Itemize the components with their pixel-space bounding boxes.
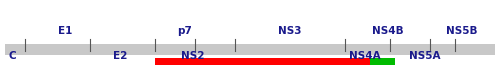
Text: NS4B: NS4B bbox=[372, 26, 404, 36]
Text: NS4A: NS4A bbox=[349, 51, 381, 61]
Text: C: C bbox=[8, 51, 16, 61]
Text: NS5B: NS5B bbox=[446, 26, 478, 36]
FancyBboxPatch shape bbox=[155, 58, 370, 65]
Text: NS5A: NS5A bbox=[409, 51, 441, 61]
Text: E1: E1 bbox=[58, 26, 72, 36]
FancyBboxPatch shape bbox=[370, 58, 395, 65]
FancyBboxPatch shape bbox=[5, 44, 495, 55]
Text: E2: E2 bbox=[113, 51, 127, 61]
Text: NS2: NS2 bbox=[181, 51, 205, 61]
Text: p7: p7 bbox=[178, 26, 192, 36]
Text: NS3: NS3 bbox=[278, 26, 302, 36]
